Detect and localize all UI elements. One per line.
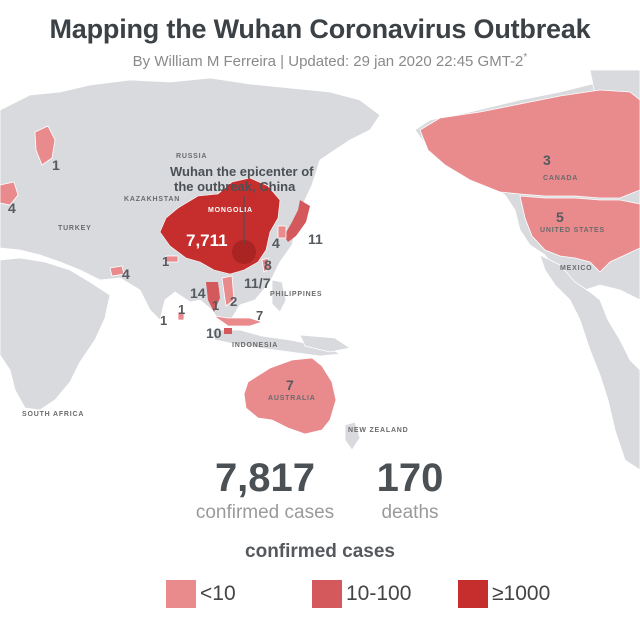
legend-label-10-100: 10-100 <box>346 582 412 605</box>
count-malaysia: 7 <box>256 308 263 323</box>
count-singapore: 10 <box>206 325 222 341</box>
thailand-region <box>206 282 220 312</box>
count-thailand: 14 <box>190 285 206 301</box>
count-australia: 7 <box>286 377 294 393</box>
japan-region <box>284 200 310 242</box>
legend-item-lt10: <10 <box>166 580 236 608</box>
legend-swatch-gte1000 <box>458 580 488 608</box>
label-kazakhstan: KAZAKHSTAN <box>124 196 180 203</box>
label-turkey: TURKEY <box>58 225 92 232</box>
legend-title: confirmed cases <box>245 541 395 562</box>
map-subtitle: By William M Ferreira | Updated: 29 jan … <box>0 52 640 70</box>
count-united-states: 5 <box>556 209 564 225</box>
africa-landmass <box>0 257 111 411</box>
count-china: 7,711 <box>186 231 228 250</box>
deaths-stat: 170 deaths <box>360 458 460 524</box>
new-guinea <box>299 334 352 353</box>
legend-swatch-10-100 <box>312 580 342 608</box>
label-canada: CANADA <box>543 175 578 182</box>
map-title: Mapping the Wuhan Coronavirus Outbreak <box>49 14 591 44</box>
label-australia: AUSTRALIA <box>268 395 316 402</box>
united-states-region <box>519 195 640 273</box>
wuhan-epicenter-marker <box>232 240 256 264</box>
label-philippines: PHILIPPINES <box>270 291 322 298</box>
legend-label-gte1000: ≥1000 <box>492 582 551 605</box>
singapore-region <box>224 328 232 334</box>
legend-item-10-100: 10-100 <box>312 580 411 608</box>
callout-line-2: the outbreak, China <box>174 179 296 194</box>
count-cambodia: 1 <box>212 298 219 313</box>
canada-region <box>419 89 640 199</box>
uae-region <box>109 265 125 277</box>
taiwan-region <box>261 257 271 273</box>
count-finland: 1 <box>52 157 60 173</box>
callout-line-1: Wuhan the epicenter of <box>170 164 314 179</box>
subtitle-mark: * <box>523 52 528 63</box>
label-indonesia: INDONESIA <box>232 342 278 349</box>
count-japan: 11 <box>308 231 323 247</box>
count-canada: 3 <box>543 152 551 168</box>
new-zealand <box>344 421 361 451</box>
sri-lanka-region <box>177 311 185 321</box>
world-map: Wuhan the epicenter of the outbreak, Chi… <box>0 70 640 470</box>
australia-region <box>243 357 337 435</box>
label-mexico: MEXICO <box>560 265 592 272</box>
deaths-label: deaths <box>381 502 439 523</box>
count-south-korea: 4 <box>272 235 280 251</box>
label-russia: RUSSIA <box>176 153 207 160</box>
indonesia-islands <box>211 329 342 357</box>
vietnam-region <box>221 275 235 307</box>
philippines-islands <box>271 279 287 313</box>
count-sri-lanka: 1 <box>160 313 167 328</box>
south-korea-region <box>277 225 287 239</box>
nepal-region <box>165 255 179 263</box>
count-india: 1 <box>178 302 185 317</box>
label-new-zealand: NEW ZEALAND <box>348 427 409 434</box>
confirmed-label: confirmed cases <box>195 502 335 523</box>
count-uae: 4 <box>122 266 130 282</box>
subtitle-text: By William M Ferreira | Updated: 29 jan … <box>132 53 524 70</box>
germany-region <box>0 181 19 206</box>
count-taiwan: 8 <box>264 257 272 273</box>
confirmed-value: 7,817 <box>214 456 316 500</box>
confirmed-stat: 7,817 confirmed cases <box>190 458 340 524</box>
central-america <box>539 254 640 470</box>
malaysia-region <box>213 315 264 327</box>
label-mongolia: MONGOLIA <box>208 207 253 214</box>
legend-swatch-lt10 <box>166 580 196 608</box>
count-vietnam: 2 <box>230 294 237 309</box>
legend-label-lt10: <10 <box>200 582 236 605</box>
count-hong-kong-macau: 11/7 <box>244 275 271 291</box>
label-south-africa: SOUTH AFRICA <box>22 411 84 418</box>
count-nepal: 1 <box>162 254 169 269</box>
finland-region <box>34 125 56 166</box>
deaths-value: 170 <box>376 456 444 500</box>
count-germany: 4 <box>8 200 16 216</box>
legend-item-gte1000: ≥1000 <box>458 580 550 608</box>
eurasia-landmass <box>0 77 381 323</box>
label-united-states: UNITED STATES <box>540 227 605 234</box>
